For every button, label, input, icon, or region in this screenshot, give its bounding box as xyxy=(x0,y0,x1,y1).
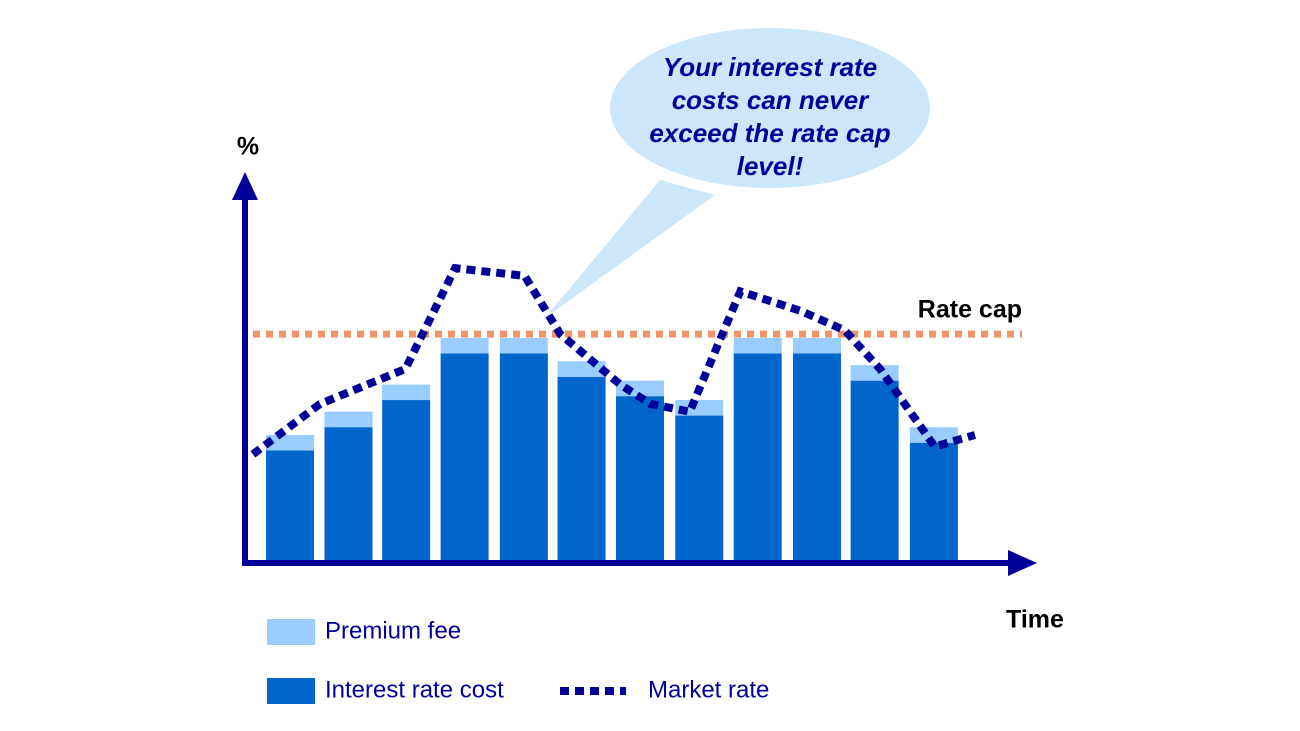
bar-segment xyxy=(266,434,315,451)
legend-label: Premium fee xyxy=(325,617,461,644)
bar-segment xyxy=(675,415,724,563)
annotation-line: costs can never xyxy=(672,85,870,115)
bar-segment xyxy=(324,411,373,428)
bar-segment xyxy=(499,353,548,563)
bar-segment xyxy=(266,450,315,563)
x-axis-label: Time xyxy=(1006,606,1064,634)
legend-swatch xyxy=(267,619,315,645)
rate-cap-label: Rate cap xyxy=(918,296,1022,324)
bar-segment xyxy=(792,353,841,563)
bar-segment xyxy=(733,337,782,354)
bar-segment xyxy=(850,380,899,563)
legend-label: Market rate xyxy=(648,676,769,703)
bar-segment xyxy=(382,384,431,401)
bubble-pointer xyxy=(545,180,715,318)
legend: Premium fee Interest rate cost Market rate xyxy=(267,617,769,704)
bar-segment xyxy=(440,353,489,563)
legend-swatch xyxy=(267,678,315,704)
speech-bubble xyxy=(545,28,930,318)
bar-segment xyxy=(909,442,958,563)
annotation-line: Your interest rate xyxy=(663,52,877,82)
bar-segment xyxy=(792,337,841,354)
bar-segment xyxy=(733,353,782,563)
annotation-line: exceed the rate cap xyxy=(649,118,890,148)
bar-segment xyxy=(557,361,606,377)
legend-label: Interest rate cost xyxy=(325,676,504,703)
bar-segment xyxy=(557,376,606,563)
x-axis-arrow xyxy=(1008,550,1037,576)
plot-area xyxy=(250,263,1022,563)
bar-segment xyxy=(382,400,431,563)
market-rate-line xyxy=(250,263,977,458)
bar-segment xyxy=(616,396,664,563)
y-axis-label: % xyxy=(237,133,259,161)
y-axis-arrow xyxy=(232,172,258,200)
bubble-body xyxy=(610,28,930,188)
bar-segment xyxy=(440,337,489,354)
bar-segment xyxy=(324,427,373,563)
annotation-line: level! xyxy=(737,151,804,181)
axes xyxy=(232,172,1037,576)
bar-segment xyxy=(499,337,548,354)
